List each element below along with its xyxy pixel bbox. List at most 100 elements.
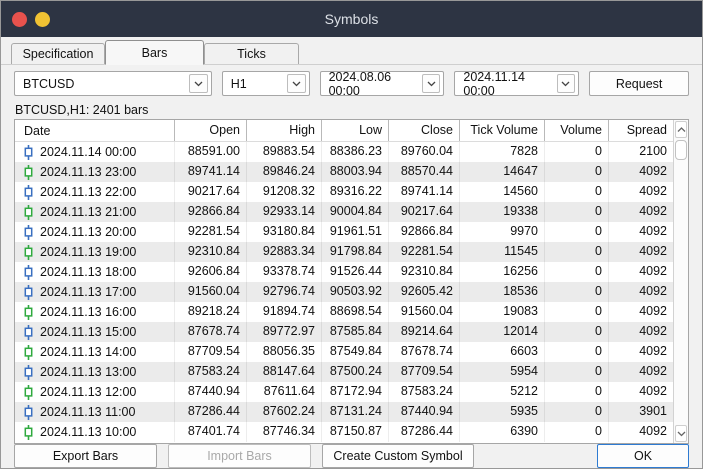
- table-row[interactable]: 2024.11.13 13:00 87583.24 88147.64 87500.24…: [15, 362, 673, 382]
- candle-icon: [24, 264, 33, 280]
- column-header-low[interactable]: Low: [322, 120, 389, 141]
- column-header-volume[interactable]: Volume: [545, 120, 609, 141]
- bar-high-cell: 92796.74: [247, 282, 322, 302]
- bar-open-cell: 88591.00: [175, 142, 247, 162]
- bar-tick-volume-cell: 6603: [460, 342, 545, 362]
- bar-open-cell: 87286.44: [175, 402, 247, 422]
- column-header-open[interactable]: Open: [175, 120, 247, 141]
- table-row[interactable]: 2024.11.13 11:00 87286.44 87602.24 87131.24…: [15, 402, 673, 422]
- bar-high-cell: 87746.34: [247, 422, 322, 442]
- status-text: BTCUSD,H1: 2401 bars: [15, 103, 149, 117]
- to-date-picker[interactable]: 2024.11.14 00:00: [454, 70, 580, 98]
- bar-date: 2024.11.13 14:00: [40, 344, 137, 359]
- bar-date: 2024.11.13 22:00: [40, 184, 137, 199]
- chevron-down-icon[interactable]: [422, 74, 441, 93]
- table-row[interactable]: 2024.11.13 17:00 91560.04 92796.74 90503.92…: [15, 282, 673, 302]
- from-date-picker[interactable]: 2024.08.06 00:00: [319, 69, 445, 98]
- bar-date-cell: 2024.11.13 22:00: [15, 182, 175, 202]
- vertical-scrollbar[interactable]: [673, 120, 688, 443]
- bar-high-cell: 88147.64: [247, 362, 322, 382]
- bar-open-cell: 92606.84: [175, 262, 247, 282]
- bar-low-cell: 90004.84: [322, 202, 389, 222]
- scroll-up-icon[interactable]: [675, 121, 687, 138]
- column-header-close[interactable]: Close: [389, 120, 460, 141]
- bar-close-cell: 89741.14: [389, 182, 460, 202]
- tab-bar: Specification Bars Ticks: [1, 39, 702, 65]
- bar-tick-volume-cell: 6390: [460, 422, 545, 442]
- bar-open-cell: 92281.54: [175, 222, 247, 242]
- symbol-value: BTCUSD: [23, 76, 75, 91]
- bar-date-cell: 2024.11.13 11:00: [15, 402, 175, 422]
- bar-close-cell: 91560.04: [389, 302, 460, 322]
- column-header-spread[interactable]: Spread: [626, 123, 667, 137]
- bar-date: 2024.11.13 23:00: [40, 164, 137, 179]
- scrollbar-thumb[interactable]: [675, 140, 687, 160]
- table-row[interactable]: 2024.11.13 15:00 87678.74 89772.97 87585.84…: [15, 322, 673, 342]
- bar-low-cell: 87131.24: [322, 402, 389, 422]
- bars-table: Date Open High Low Close Tick Volume Volume Spr…: [14, 119, 689, 444]
- from-date-value: 2024.08.06 00:00: [328, 69, 392, 98]
- bar-date-cell: 2024.11.13 14:00: [15, 342, 175, 362]
- bar-date: 2024.11.13 17:00: [40, 284, 137, 299]
- candle-icon: [24, 224, 33, 240]
- table-row[interactable]: 2024.11.13 22:00 90217.64 91208.32 89316.22…: [15, 182, 673, 202]
- chevron-down-icon[interactable]: [286, 74, 306, 93]
- bar-low-cell: 89316.22: [322, 182, 389, 202]
- bar-high-cell: 93378.74: [247, 262, 322, 282]
- table-row[interactable]: 2024.11.13 21:00 92866.84 92933.14 90004.84…: [15, 202, 673, 222]
- bar-low-cell: 88386.23: [322, 142, 389, 162]
- bar-spread-cell: 4092: [639, 304, 667, 318]
- bar-open-cell: 87401.74: [175, 422, 247, 442]
- minimize-button[interactable]: [35, 11, 50, 27]
- table-row[interactable]: 2024.11.13 12:00 87440.94 87611.64 87172.94…: [15, 382, 673, 402]
- bar-tick-volume-cell: 11545: [460, 242, 545, 262]
- symbol-select[interactable]: BTCUSD: [14, 71, 212, 96]
- tab-specification[interactable]: Specification: [11, 43, 105, 64]
- bar-date: 2024.11.13 11:00: [40, 404, 136, 419]
- bar-open-cell: 87709.54: [175, 342, 247, 362]
- bar-low-cell: 87500.24: [322, 362, 389, 382]
- chevron-down-icon[interactable]: [188, 74, 208, 93]
- bar-date: 2024.11.13 21:00: [40, 204, 137, 219]
- close-button[interactable]: [12, 11, 27, 27]
- column-header-high[interactable]: High: [247, 120, 322, 141]
- timeframe-select[interactable]: H1: [221, 71, 310, 96]
- scrollbar-track[interactable]: [674, 161, 688, 424]
- table-row[interactable]: 2024.11.13 10:00 87401.74 87746.34 87150.87…: [15, 422, 673, 442]
- bar-close-cell: 92281.54: [389, 242, 460, 262]
- table-row[interactable]: 2024.11.14 00:00 88591.00 89883.54 88386.23…: [15, 142, 673, 162]
- bar-tick-volume-cell: 14560: [460, 182, 545, 202]
- candle-icon: [24, 204, 33, 220]
- bar-low-cell: 91798.84: [322, 242, 389, 262]
- candle-icon: [24, 244, 33, 260]
- bar-spread-cell: 2100: [639, 144, 667, 158]
- column-header-date[interactable]: Date: [15, 120, 175, 141]
- request-button[interactable]: Request: [589, 71, 690, 96]
- table-body: 2024.11.14 00:00 88591.00 89883.54 88386.23…: [15, 142, 673, 442]
- tab-ticks[interactable]: Ticks: [204, 43, 299, 64]
- bar-tick-volume-cell: 9970: [460, 222, 545, 242]
- export-bars-button[interactable]: Export Bars: [14, 444, 157, 468]
- table-row[interactable]: 2024.11.13 19:00 92310.84 92883.34 91798.84…: [15, 242, 673, 262]
- bar-tick-volume-cell: 5935: [460, 402, 545, 422]
- bar-open-cell: 87583.24: [175, 362, 247, 382]
- table-row[interactable]: 2024.11.13 16:00 89218.24 91894.74 88698.54…: [15, 302, 673, 322]
- bar-close-cell: 92310.84: [389, 262, 460, 282]
- chevron-down-icon[interactable]: [556, 74, 576, 93]
- create-custom-symbol-button[interactable]: Create Custom Symbol: [322, 444, 474, 468]
- bar-tick-volume-cell: 7828: [460, 142, 545, 162]
- table-row[interactable]: 2024.11.13 23:00 89741.14 89846.24 88003.94…: [15, 162, 673, 182]
- column-header-tick-volume[interactable]: Tick Volume: [460, 120, 545, 141]
- tab-bars[interactable]: Bars: [105, 40, 204, 65]
- bar-date: 2024.11.13 19:00: [40, 244, 137, 259]
- bar-spread-cell: 4092: [639, 204, 667, 218]
- bar-open-cell: 87678.74: [175, 322, 247, 342]
- scroll-down-icon[interactable]: [675, 425, 687, 442]
- table-row[interactable]: 2024.11.13 20:00 92281.54 93180.84 91961.51…: [15, 222, 673, 242]
- bar-spread-cell: 4092: [639, 224, 667, 238]
- table-row[interactable]: 2024.11.13 18:00 92606.84 93378.74 91526.44…: [15, 262, 673, 282]
- candle-icon: [24, 404, 33, 420]
- table-row[interactable]: 2024.11.13 14:00 87709.54 88056.35 87549.84…: [15, 342, 673, 362]
- ok-button[interactable]: OK: [597, 444, 689, 468]
- bar-date: 2024.11.13 13:00: [40, 364, 137, 379]
